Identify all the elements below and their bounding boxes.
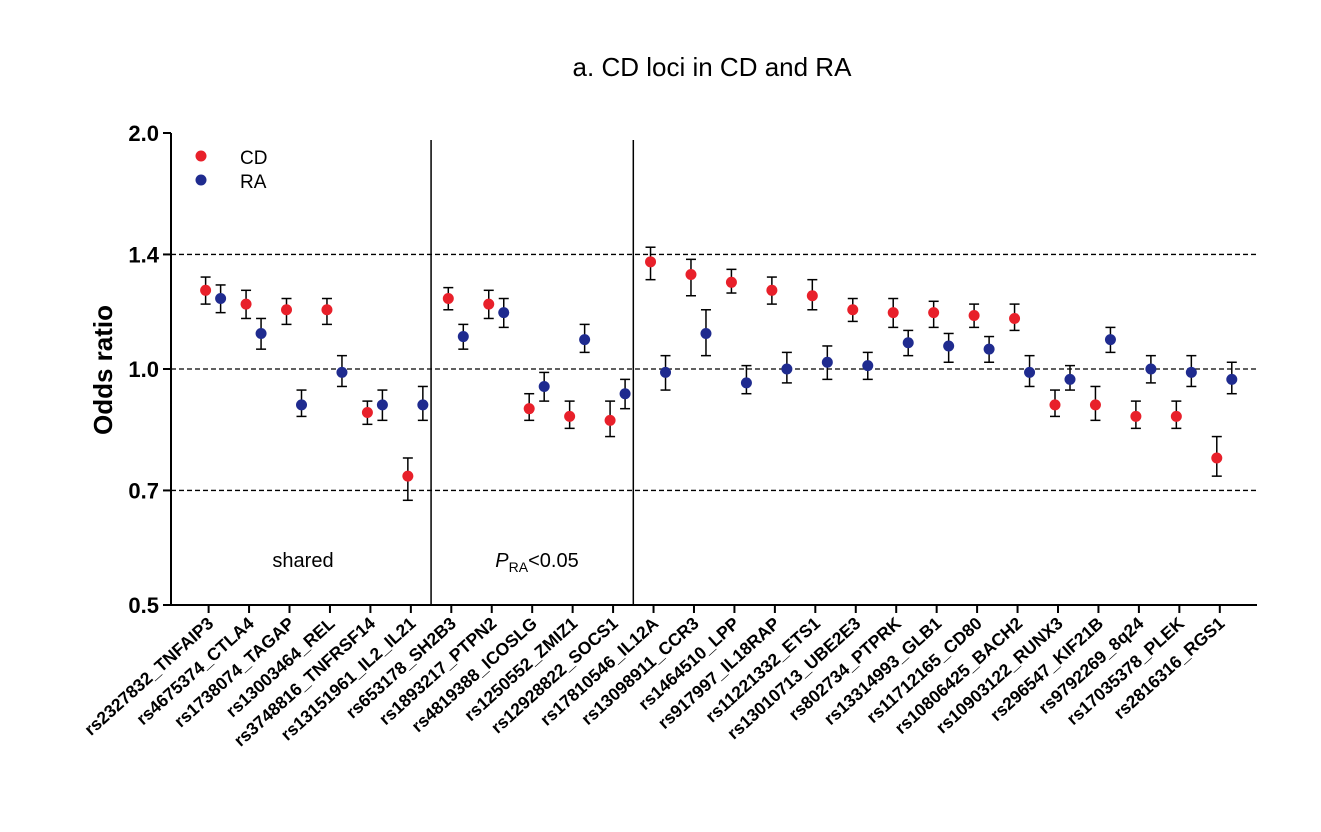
cd-point bbox=[725, 276, 737, 288]
ra-point bbox=[619, 388, 631, 400]
ra-point bbox=[983, 343, 995, 355]
ra-point bbox=[1226, 373, 1238, 385]
cd-point bbox=[402, 470, 414, 482]
group-label-shared: shared bbox=[272, 550, 333, 572]
legend-ra-label: RA bbox=[240, 172, 267, 193]
group-label-pra-sub: RA bbox=[509, 559, 529, 575]
legend-cd-label: CD bbox=[240, 148, 267, 169]
cd-point bbox=[806, 290, 818, 302]
ra-point bbox=[781, 363, 793, 375]
reference-lines bbox=[171, 253, 1257, 492]
cd-point bbox=[928, 307, 940, 319]
cd-point bbox=[604, 414, 616, 426]
group-label-pra-tail: <0.05 bbox=[528, 550, 579, 572]
chart-title: a. CD loci in CD and RA bbox=[573, 52, 853, 82]
legend-cd-marker bbox=[195, 150, 207, 162]
cd-point bbox=[847, 304, 859, 316]
cd-point bbox=[685, 268, 697, 280]
cd-point bbox=[645, 256, 657, 268]
legend-ra-marker bbox=[195, 174, 207, 186]
ra-point bbox=[336, 366, 348, 378]
cd-point bbox=[887, 307, 899, 319]
cd-point bbox=[968, 310, 980, 322]
ra-point bbox=[215, 293, 227, 305]
cd-point bbox=[200, 284, 212, 296]
cd-point bbox=[281, 304, 293, 316]
y-axis-label: Odds ratio bbox=[88, 305, 118, 435]
legend: CD RA bbox=[195, 148, 267, 193]
cd-point bbox=[564, 410, 576, 422]
ra-point bbox=[579, 334, 591, 346]
cd-point bbox=[1009, 312, 1021, 324]
cd-point bbox=[321, 304, 333, 316]
cd-point bbox=[240, 298, 252, 310]
cd-point bbox=[1170, 410, 1182, 422]
y-tick-label: 0.7 bbox=[128, 478, 159, 503]
cd-point bbox=[1049, 399, 1061, 411]
y-tick-label: 1.0 bbox=[128, 357, 159, 382]
cd-point bbox=[1211, 452, 1223, 464]
cd-point bbox=[766, 284, 778, 296]
ra-point bbox=[1145, 363, 1157, 375]
ra-point bbox=[1064, 373, 1076, 385]
ra-point bbox=[296, 399, 308, 411]
ra-point bbox=[943, 340, 955, 352]
ra-point bbox=[457, 331, 469, 343]
ra-point bbox=[700, 327, 712, 339]
ra-point bbox=[902, 337, 914, 349]
ra-point bbox=[498, 307, 510, 319]
ra-point bbox=[740, 377, 752, 389]
y-ticks: 0.5 0.7 1.0 1.4 2.0 bbox=[128, 121, 171, 618]
cd-point bbox=[483, 298, 495, 310]
y-tick-label: 1.4 bbox=[128, 242, 159, 267]
y-tick-label: 2.0 bbox=[128, 121, 159, 146]
ra-point bbox=[1104, 334, 1116, 346]
cd-point bbox=[1130, 410, 1142, 422]
group-label-pra-p: P bbox=[495, 550, 509, 572]
y-tick-label: 0.5 bbox=[128, 593, 159, 618]
cd-point bbox=[523, 403, 535, 415]
x-ticks: rs2327832_TNFAIP3rs4675374_CTLA4rs173807… bbox=[80, 605, 1229, 750]
ra-point bbox=[660, 366, 672, 378]
group-label-pra: PRA<0.05 bbox=[495, 550, 578, 575]
ra-point bbox=[376, 399, 388, 411]
cd-point bbox=[1089, 399, 1101, 411]
ra-point bbox=[862, 360, 874, 372]
ra-point bbox=[1024, 366, 1036, 378]
data-marks bbox=[200, 246, 1238, 502]
ra-point bbox=[538, 380, 550, 392]
ra-point bbox=[255, 327, 267, 339]
cd-point bbox=[442, 293, 454, 305]
ra-point bbox=[821, 356, 833, 368]
ra-point bbox=[417, 399, 429, 411]
group-dividers bbox=[430, 140, 635, 605]
cd-point bbox=[361, 407, 373, 419]
ra-point bbox=[1185, 366, 1197, 378]
